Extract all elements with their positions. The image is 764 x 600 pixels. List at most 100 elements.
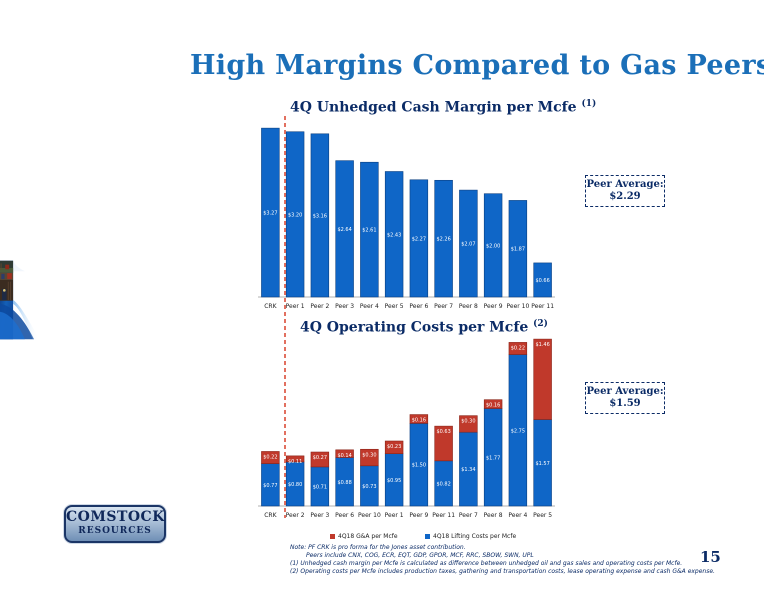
chart1-tick-label: Peer 9 xyxy=(484,303,503,310)
legend-swatch-ga xyxy=(330,534,335,539)
chart2-title: 4Q Operating Costs per Mcfe (2) xyxy=(300,319,548,336)
chart2-tick-label: Peer 3 xyxy=(310,512,329,519)
chart2-seg-label-1: $0.16 xyxy=(412,418,426,424)
chart1-callout-value: $2.29 xyxy=(609,191,641,202)
chart2-bar-seg-1 xyxy=(409,414,429,424)
chart1-tick-label: Peer 8 xyxy=(459,303,478,310)
chart2-seg-label-1: $0.30 xyxy=(362,452,376,458)
chart2-seg-label-1: $0.14 xyxy=(337,453,351,459)
chart2-seg-label-0: $1.50 xyxy=(412,463,426,469)
chart2-seg-label-0: $0.82 xyxy=(436,481,450,487)
chart2-bar-seg-1 xyxy=(261,451,280,464)
chart2-seg-label-1: $0.11 xyxy=(288,459,302,465)
chart1-bar xyxy=(384,171,404,298)
chart1-bar xyxy=(533,262,552,298)
chart2-seg-label-0: $2.75 xyxy=(511,428,525,434)
chart1-tick-label: Peer 1 xyxy=(286,303,305,310)
chart2-bar-seg-1 xyxy=(459,415,478,433)
chart2-seg-label-1: $1.46 xyxy=(535,342,549,348)
chart2-seg-label-0: $0.88 xyxy=(337,480,351,486)
chart2-seg-label-0: $0.77 xyxy=(263,483,277,489)
footnote-2: (1) Unhedged cash margin per Mcfe is cal… xyxy=(290,560,683,567)
chart2-peer-average-callout: Peer Average: $1.59 xyxy=(585,382,665,414)
chart1-title-text: 4Q Unhedged Cash Margin per Mcfe xyxy=(290,99,577,116)
chart1-bar-label: $2.00 xyxy=(486,243,500,249)
sidebar-decoration xyxy=(0,260,40,340)
chart2-bar-seg-1 xyxy=(335,449,354,458)
chart1-bar-label: $2.64 xyxy=(337,227,351,233)
chart2-seg-label-1: $0.63 xyxy=(436,429,450,435)
chart1-bar-label: $3.27 xyxy=(263,211,277,217)
chart2-seg-label-0: $1.34 xyxy=(461,467,475,473)
chart1-bar xyxy=(483,193,503,298)
chart2-bar-seg-1 xyxy=(434,425,453,462)
chart2-tick-label: CRK xyxy=(264,512,277,519)
legend-swatch-lifting xyxy=(425,534,430,539)
chart1-bar xyxy=(310,133,330,298)
legend-item-ga: 4Q18 G&A per Mcfe xyxy=(330,533,398,540)
chart2-tick-label: Peer 1 xyxy=(385,512,404,519)
legend-item-lifting: 4Q18 Lifting Costs per Mcfe xyxy=(425,533,516,540)
chart1-bar-label: $3.16 xyxy=(313,213,327,219)
chart2-tick-label: Peer 7 xyxy=(459,512,478,519)
chart2-tick-label: Peer 4 xyxy=(508,512,527,519)
chart1-tick-label: Peer 4 xyxy=(360,303,379,310)
chart2-tick-label: Peer 10 xyxy=(358,512,381,519)
chart2-tick-label: Peer 6 xyxy=(335,512,354,519)
chart1-bar-label: $2.43 xyxy=(387,232,401,238)
chart1-bar xyxy=(335,160,354,298)
chart2-title-footnote: (2) xyxy=(533,319,548,329)
footnote-1: Peers include CNX, COG, ECR, EQT, GDP, G… xyxy=(306,552,534,559)
chart2-callout-value: $1.59 xyxy=(609,398,641,409)
chart2-seg-label-1: $0.16 xyxy=(486,403,500,409)
chart2-title-text: 4Q Operating Costs per Mcfe xyxy=(300,319,529,336)
chart1-bar-label: $2.61 xyxy=(362,228,376,234)
chart2-tick-label: Peer 2 xyxy=(286,512,305,519)
chart2-bar-seg-1 xyxy=(384,440,404,454)
chart1-callout-label: Peer Average: xyxy=(586,179,664,190)
legend-label-ga: 4Q18 G&A per Mcfe xyxy=(338,533,398,540)
chart1-bar xyxy=(285,131,305,298)
chart1-tick-label: Peer 7 xyxy=(434,303,453,310)
chart2-seg-label-0: $0.95 xyxy=(387,478,401,484)
chart1-peer-average-callout: Peer Average: $2.29 xyxy=(585,175,665,207)
chart2-tick-label: Peer 8 xyxy=(484,512,503,519)
chart2-seg-label-1: $0.23 xyxy=(387,444,401,450)
chart2-bar-seg-1 xyxy=(508,342,528,355)
legend-label-lifting: 4Q18 Lifting Costs per Mcfe xyxy=(433,533,517,540)
page-title: High Margins Compared to Gas Peers xyxy=(190,50,764,81)
footnote-3: (2) Operating costs per Mcfe includes pr… xyxy=(290,568,715,575)
chart2-tick-label: Peer 11 xyxy=(432,512,455,519)
chart2-seg-label-1: $0.22 xyxy=(511,345,525,351)
logo-line-2: RESOURCES xyxy=(78,526,152,536)
chart2-bar-seg-1 xyxy=(533,338,552,420)
chart1-tick-label: Peer 5 xyxy=(385,303,404,310)
chart2-tick-label: Peer 5 xyxy=(533,512,552,519)
chart1-bar xyxy=(508,200,528,298)
chart1-title: 4Q Unhedged Cash Margin per Mcfe (1) xyxy=(290,99,596,116)
chart1-bar-label: $2.26 xyxy=(436,237,450,243)
chart2-plot: $0.77 $0.22 CRK $0.80 $0.11 Peer 2 $0.71 $0.27 P… xyxy=(258,338,555,519)
chart1-bar-label: $0.66 xyxy=(535,278,549,284)
chart2-tick-label: Peer 9 xyxy=(409,512,428,519)
company-logo: COMSTOCK RESOURCES xyxy=(64,505,166,543)
chart1-tick-label: Peer 6 xyxy=(409,303,428,310)
logo-line-1: COMSTOCK xyxy=(66,509,165,525)
chart2-seg-label-1: $0.27 xyxy=(313,455,327,461)
chart1-bar-label: $2.27 xyxy=(412,236,426,242)
chart1-plot: $3.27 CRK $3.20 Peer 1 $3.16 Peer 2 $2.64 Peer … xyxy=(258,127,555,310)
chart1-tick-label: Peer 10 xyxy=(506,303,529,310)
chart1-bar-label: $1.87 xyxy=(511,247,525,253)
chart1-title-footnote: (1) xyxy=(581,99,597,109)
chart1-bar xyxy=(459,189,478,298)
chart2-seg-label-0: $1.77 xyxy=(486,455,500,461)
chart2-bar-seg-1 xyxy=(310,451,330,468)
chart2-seg-label-1: $0.30 xyxy=(461,419,475,425)
chart2-seg-label-0: $0.73 xyxy=(362,484,376,490)
chart1-tick-label: Peer 11 xyxy=(531,303,554,310)
footnote-0: Note: PF CRK is pro forma for the Jones … xyxy=(290,544,466,551)
chart2-callout-label: Peer Average: xyxy=(586,386,664,397)
chart2-seg-label-0: $0.80 xyxy=(288,482,302,488)
chart2-seg-label-1: $0.22 xyxy=(263,454,277,460)
